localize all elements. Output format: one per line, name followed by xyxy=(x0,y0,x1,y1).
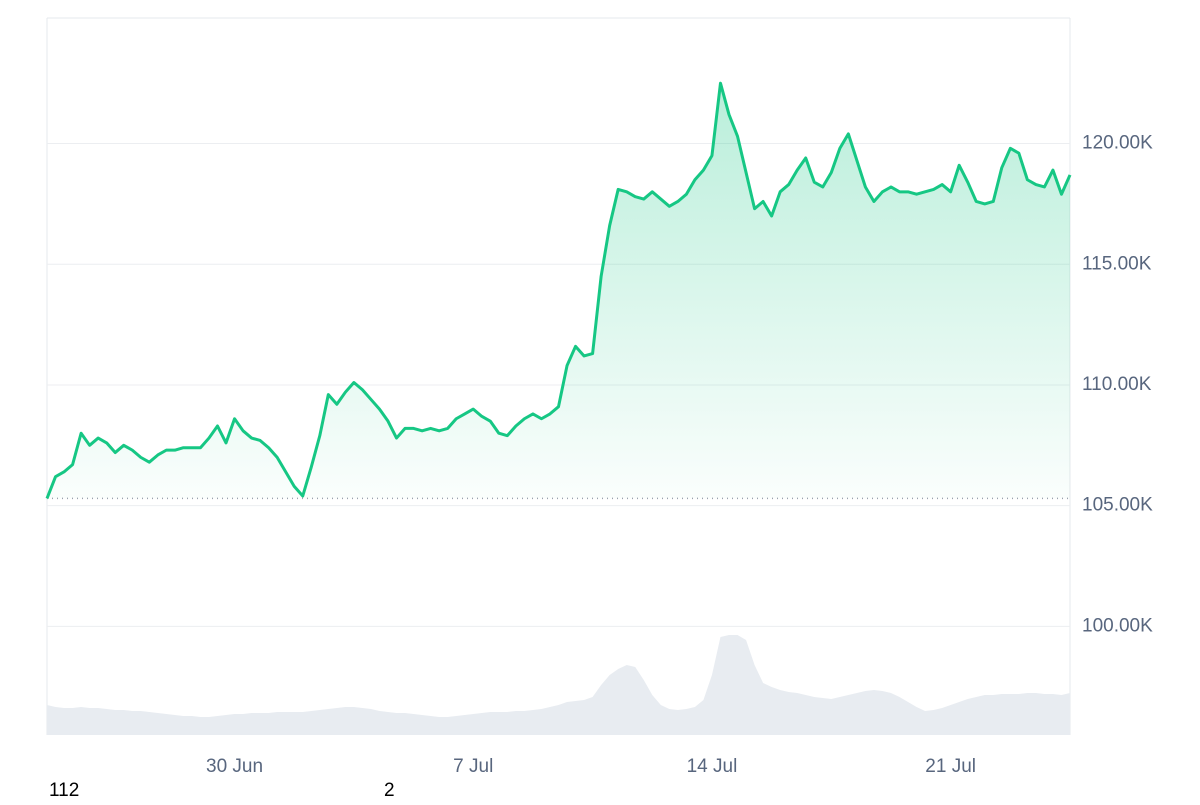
price-line xyxy=(45,81,1072,499)
x-tick-label: 21 Jul xyxy=(925,756,976,777)
y-tick-label: 115.00K xyxy=(1082,253,1152,274)
annotation: 2 xyxy=(384,780,395,800)
x-tick-label: 14 Jul xyxy=(687,756,738,777)
y-tick-label: 105.00K xyxy=(1082,495,1153,516)
y-tick-label: 110.00K xyxy=(1082,374,1152,395)
price-area xyxy=(47,83,1070,499)
y-tick-label: 100.00K xyxy=(1082,615,1153,636)
y-tick-label: 120.00K xyxy=(1082,133,1153,154)
volume-area xyxy=(47,635,1070,735)
x-tick-label: 30 Jun xyxy=(206,756,263,777)
annotation: 112 xyxy=(49,780,79,800)
x-tick-label: 7 Jul xyxy=(453,756,493,777)
